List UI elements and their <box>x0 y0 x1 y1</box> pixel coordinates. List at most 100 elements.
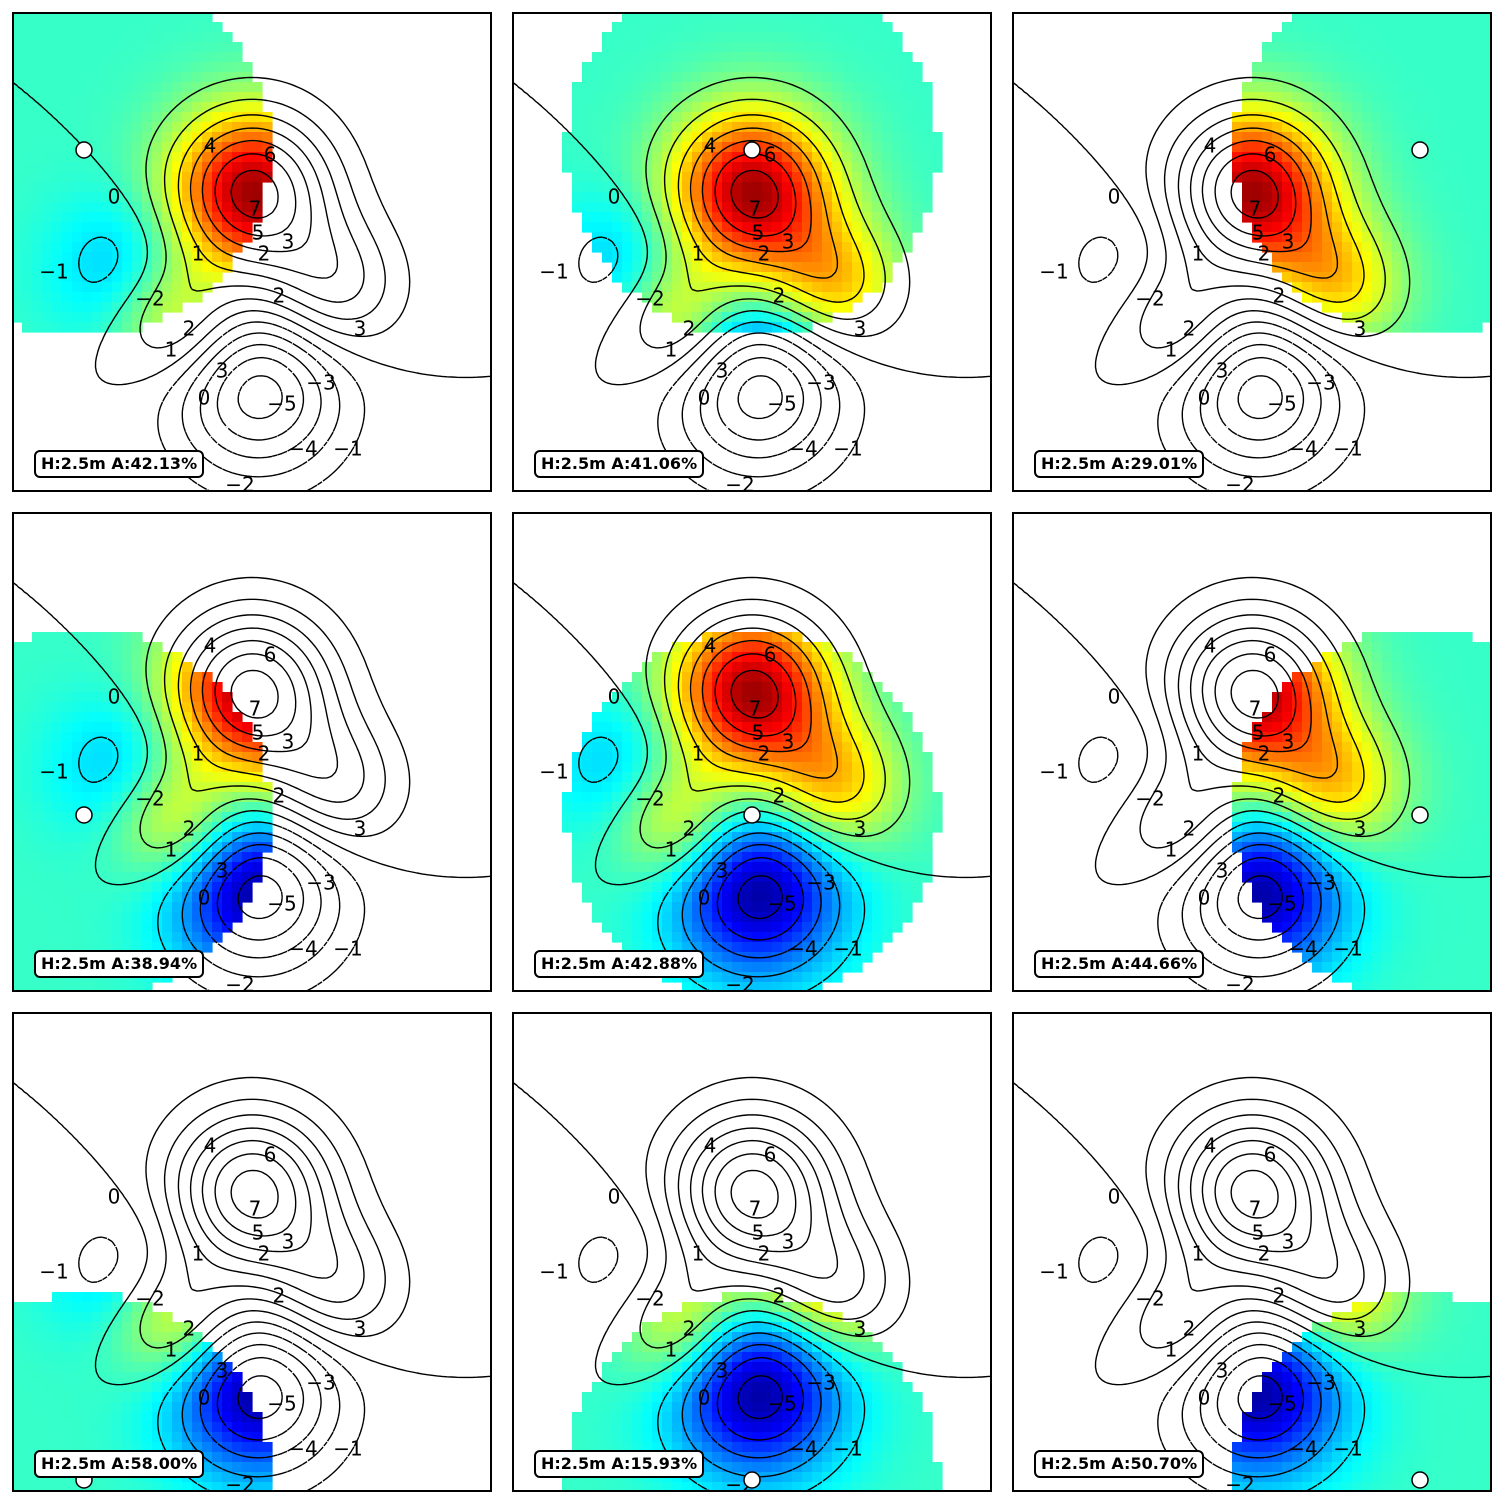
heat-cell <box>912 152 923 163</box>
heat-cell <box>1482 812 1492 823</box>
heat-cell <box>722 32 733 43</box>
heat-cell <box>1362 672 1373 683</box>
heat-cell <box>1362 42 1373 53</box>
heat-cell <box>62 842 73 853</box>
heat-cell <box>612 892 623 903</box>
heat-cell <box>692 912 703 923</box>
heat-cell <box>772 22 783 33</box>
heat-cell <box>612 862 623 873</box>
heat-cell <box>32 122 43 133</box>
heat-cell <box>892 922 903 933</box>
heat-cell <box>142 212 153 223</box>
heat-cell <box>1472 642 1483 653</box>
heat-cell <box>1402 692 1413 703</box>
heat-cell <box>1442 712 1453 723</box>
heat-cell <box>862 232 873 243</box>
heat-cell <box>712 802 723 813</box>
heat-cell <box>772 932 783 943</box>
heat-cell <box>182 822 193 833</box>
heat-cell <box>52 312 63 323</box>
heat-cell <box>1352 802 1363 813</box>
heat-cell <box>722 92 733 103</box>
heat-cell <box>862 12 873 23</box>
heat-cell <box>1292 762 1303 773</box>
heat-cell <box>1272 802 1283 813</box>
heat-cell <box>52 822 63 833</box>
heat-cell <box>802 772 813 783</box>
heat-cell <box>92 912 103 923</box>
heat-cell <box>762 662 773 673</box>
heat-cell <box>252 772 263 783</box>
heat-cell <box>202 52 213 63</box>
heat-cell <box>62 712 73 723</box>
heat-cell <box>652 92 663 103</box>
heat-cell <box>1442 162 1453 173</box>
heat-cell <box>132 842 143 853</box>
heat-cell <box>662 922 673 933</box>
heat-cell <box>1302 722 1313 733</box>
heat-cell <box>802 892 813 903</box>
heat-cell <box>582 792 593 803</box>
heat-cell <box>1262 802 1273 813</box>
heat-cell <box>852 192 863 203</box>
heat-cell <box>1432 112 1443 123</box>
heat-cell <box>102 672 113 683</box>
heat-cell <box>82 852 93 863</box>
heat-cell <box>1292 682 1303 693</box>
heat-cell <box>932 822 943 833</box>
heat-cell <box>572 112 583 123</box>
heat-cell <box>12 972 23 983</box>
heat-cell <box>12 772 23 783</box>
contour-line <box>214 153 297 237</box>
heat-cell <box>682 792 693 803</box>
contour-line <box>1230 169 1279 219</box>
heat-cell <box>772 32 783 43</box>
heat-cell <box>1362 632 1373 643</box>
heat-cell <box>882 242 893 253</box>
heat-cell <box>602 142 613 153</box>
heat-cell <box>812 222 823 233</box>
heat-cell <box>1292 242 1303 253</box>
heat-cell <box>612 842 623 853</box>
heat-cell <box>922 132 933 143</box>
heat-cell <box>1362 72 1373 83</box>
contour-line <box>1139 76 1411 349</box>
heat-cell <box>852 732 863 743</box>
heat-cell <box>1462 222 1473 233</box>
heat-cell <box>922 102 933 113</box>
heat-cell <box>602 52 613 63</box>
heat-cell <box>632 782 643 793</box>
heat-cell <box>862 282 873 293</box>
heat-cell <box>222 762 233 773</box>
heat-cell <box>602 892 613 903</box>
heat-cell <box>172 792 183 803</box>
heat-cell <box>32 632 43 643</box>
heat-cell <box>1372 102 1383 113</box>
heat-cell <box>102 12 113 23</box>
heat-cell <box>1382 692 1393 703</box>
heat-cell <box>742 702 753 713</box>
heat-cell <box>1442 242 1453 253</box>
heat-cell <box>72 692 83 703</box>
heat-cell <box>712 272 723 283</box>
heat-cell <box>1452 202 1463 213</box>
heat-cell <box>682 62 693 73</box>
heat-cell <box>842 892 853 903</box>
heat-cell <box>1312 712 1323 723</box>
heat-cell <box>722 222 733 233</box>
heat-cell <box>1242 762 1253 773</box>
heat-cell <box>822 32 833 43</box>
heat-cell <box>62 762 73 773</box>
heat-cell <box>22 642 33 653</box>
heat-cell <box>802 942 813 953</box>
heat-cell <box>222 192 233 203</box>
heat-cell <box>1372 322 1383 333</box>
heat-cell <box>782 942 793 953</box>
heat-cell <box>12 292 23 303</box>
heat-cell <box>682 802 693 813</box>
heat-cell <box>802 162 813 173</box>
heat-cell <box>892 732 903 743</box>
heat-cell <box>152 232 163 243</box>
heat-cell <box>1442 172 1453 183</box>
